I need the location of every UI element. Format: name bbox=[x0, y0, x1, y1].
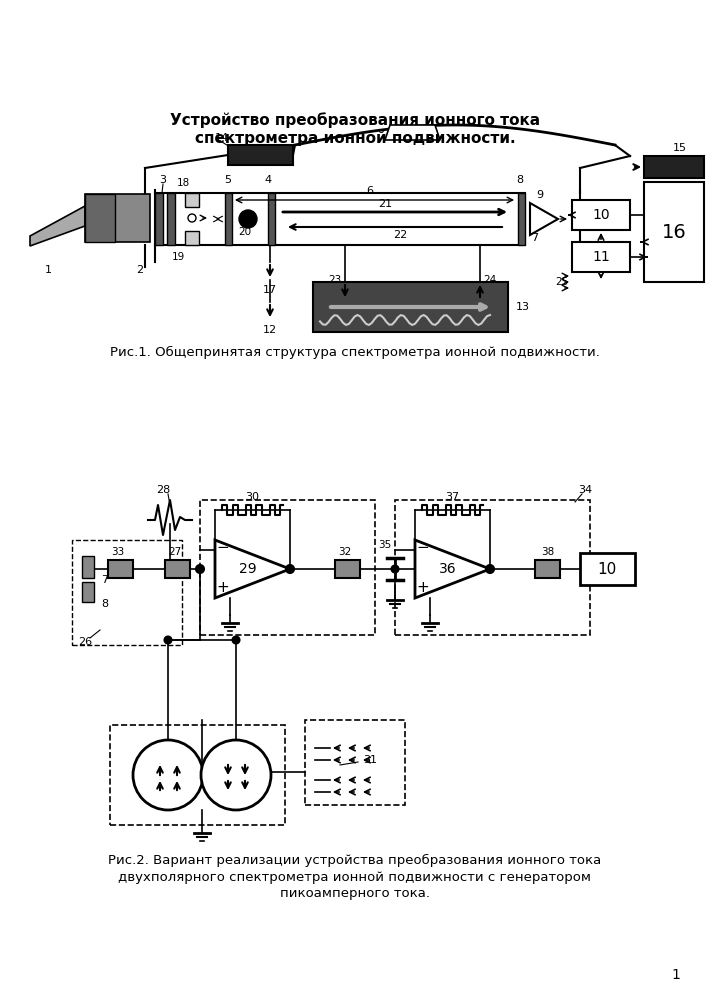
Bar bbox=[225, 193, 232, 245]
Circle shape bbox=[286, 565, 294, 573]
Text: 13: 13 bbox=[516, 302, 530, 312]
Bar bbox=[72, 540, 182, 645]
Bar bbox=[185, 231, 199, 245]
Bar bbox=[85, 194, 150, 242]
Bar bbox=[167, 193, 175, 245]
Bar bbox=[535, 560, 560, 578]
Bar bbox=[644, 182, 704, 282]
Circle shape bbox=[164, 637, 171, 644]
Text: −: − bbox=[216, 540, 229, 556]
Text: 7: 7 bbox=[531, 233, 538, 243]
Text: 33: 33 bbox=[112, 547, 124, 557]
Circle shape bbox=[239, 210, 257, 228]
Text: 17: 17 bbox=[263, 285, 277, 295]
Bar bbox=[228, 145, 293, 165]
Circle shape bbox=[133, 740, 203, 810]
Circle shape bbox=[486, 565, 494, 573]
Bar bbox=[155, 193, 163, 245]
Text: 28: 28 bbox=[156, 485, 170, 495]
Text: 35: 35 bbox=[378, 540, 392, 550]
Bar bbox=[165, 560, 190, 578]
Text: 30: 30 bbox=[245, 492, 259, 502]
Text: 9: 9 bbox=[536, 190, 544, 200]
Bar bbox=[572, 242, 630, 272]
Bar bbox=[313, 282, 508, 332]
Bar bbox=[580, 553, 635, 585]
Text: +: + bbox=[216, 580, 229, 595]
Text: 1: 1 bbox=[671, 968, 680, 982]
Text: 8: 8 bbox=[102, 599, 109, 609]
Text: −: − bbox=[416, 540, 429, 556]
Text: 18: 18 bbox=[176, 178, 190, 188]
Text: 4: 4 bbox=[264, 175, 272, 185]
Bar bbox=[518, 193, 525, 245]
Bar bbox=[268, 193, 275, 245]
Bar bbox=[82, 556, 94, 578]
Text: 14: 14 bbox=[215, 133, 229, 143]
Text: 3: 3 bbox=[159, 175, 166, 185]
Circle shape bbox=[201, 740, 271, 810]
Text: 10: 10 bbox=[597, 562, 616, 576]
Text: 6: 6 bbox=[366, 186, 373, 196]
Bar bbox=[110, 725, 285, 825]
Text: 23: 23 bbox=[328, 275, 341, 285]
Bar bbox=[335, 560, 360, 578]
Circle shape bbox=[188, 214, 196, 222]
Text: спектрометра ионной подвижности.: спектрометра ионной подвижности. bbox=[195, 130, 515, 146]
Text: Рис.2. Вариант реализации устройства преобразования ионного тока: Рис.2. Вариант реализации устройства пре… bbox=[108, 853, 602, 867]
Bar bbox=[572, 200, 630, 230]
Text: 32: 32 bbox=[338, 547, 352, 557]
Circle shape bbox=[232, 637, 240, 644]
Text: 20: 20 bbox=[238, 227, 252, 237]
Text: 8: 8 bbox=[516, 175, 523, 185]
Bar bbox=[305, 720, 405, 805]
Text: 25: 25 bbox=[555, 277, 569, 287]
Text: 29: 29 bbox=[239, 562, 257, 576]
Text: 19: 19 bbox=[171, 252, 185, 262]
Text: 21: 21 bbox=[378, 199, 392, 209]
Text: +: + bbox=[416, 580, 429, 595]
Text: 2: 2 bbox=[137, 265, 144, 275]
Text: 36: 36 bbox=[439, 562, 456, 576]
Bar bbox=[108, 560, 133, 578]
Text: 10: 10 bbox=[592, 208, 610, 222]
Text: 34: 34 bbox=[578, 485, 592, 495]
Bar bbox=[200, 500, 375, 635]
Text: 16: 16 bbox=[662, 223, 686, 241]
Circle shape bbox=[392, 566, 398, 572]
Text: 26: 26 bbox=[78, 637, 92, 647]
Polygon shape bbox=[415, 540, 490, 598]
Circle shape bbox=[196, 565, 204, 573]
Text: пикоамперного тока.: пикоамперного тока. bbox=[280, 888, 430, 900]
Text: 31: 31 bbox=[363, 755, 377, 765]
Text: 7: 7 bbox=[102, 575, 109, 585]
Text: Устройство преобразования ионного тока: Устройство преобразования ионного тока bbox=[170, 112, 540, 128]
Bar bbox=[85, 194, 115, 242]
Text: 22: 22 bbox=[393, 230, 407, 240]
Text: 12: 12 bbox=[263, 325, 277, 335]
Text: 24: 24 bbox=[483, 275, 496, 285]
Polygon shape bbox=[530, 203, 558, 235]
Text: 11: 11 bbox=[592, 250, 610, 264]
Polygon shape bbox=[215, 540, 290, 598]
Text: 1: 1 bbox=[45, 265, 51, 275]
Polygon shape bbox=[30, 206, 85, 246]
Bar bbox=[185, 193, 199, 207]
Text: 15: 15 bbox=[673, 143, 687, 153]
Bar bbox=[644, 156, 704, 178]
Text: 37: 37 bbox=[445, 492, 459, 502]
Text: 5: 5 bbox=[225, 175, 232, 185]
Text: 38: 38 bbox=[541, 547, 555, 557]
Bar bbox=[395, 500, 590, 635]
Text: Рис.1. Общепринятая структура спектрометра ионной подвижности.: Рис.1. Общепринятая структура спектромет… bbox=[110, 345, 600, 359]
Text: 27: 27 bbox=[169, 547, 181, 557]
Polygon shape bbox=[385, 125, 440, 140]
Text: двухполярного спектрометра ионной подвижности с генератором: двухполярного спектрометра ионной подвиж… bbox=[119, 870, 592, 884]
Bar bbox=[82, 582, 94, 602]
